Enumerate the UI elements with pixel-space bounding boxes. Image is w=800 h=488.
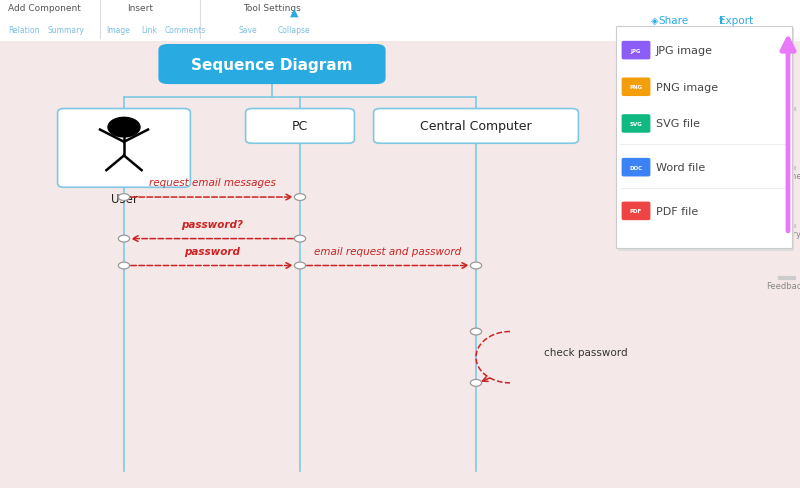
FancyBboxPatch shape — [622, 159, 650, 177]
Text: Save: Save — [238, 26, 258, 35]
Text: Tool Settings: Tool Settings — [243, 4, 301, 13]
Circle shape — [294, 236, 306, 243]
FancyBboxPatch shape — [616, 27, 792, 249]
Text: PDF file: PDF file — [656, 206, 698, 217]
Circle shape — [294, 194, 306, 201]
Text: check password: check password — [544, 347, 628, 358]
Text: Link: Link — [142, 26, 158, 35]
Circle shape — [118, 194, 130, 201]
Circle shape — [294, 263, 306, 269]
Circle shape — [108, 118, 140, 138]
Text: Add Component: Add Component — [7, 4, 81, 13]
FancyBboxPatch shape — [374, 109, 578, 144]
FancyBboxPatch shape — [622, 41, 650, 60]
Text: email request and password: email request and password — [314, 246, 462, 256]
Circle shape — [118, 236, 130, 243]
Text: PDF: PDF — [630, 209, 642, 214]
Circle shape — [470, 263, 482, 269]
Text: JPG image: JPG image — [656, 46, 713, 56]
FancyBboxPatch shape — [618, 29, 794, 251]
FancyBboxPatch shape — [622, 78, 650, 97]
Text: Word file: Word file — [656, 163, 706, 173]
Text: SVG: SVG — [630, 122, 642, 127]
Text: PNG: PNG — [630, 85, 642, 90]
Text: Image: Image — [106, 26, 130, 35]
FancyBboxPatch shape — [158, 45, 386, 85]
Text: PC: PC — [292, 120, 308, 133]
FancyBboxPatch shape — [58, 109, 190, 188]
Text: DOC: DOC — [630, 165, 642, 170]
FancyBboxPatch shape — [246, 109, 354, 144]
Text: ▲: ▲ — [290, 7, 298, 17]
Text: Comments: Comments — [165, 26, 206, 35]
Text: Summary: Summary — [47, 26, 84, 35]
Text: ◈: ◈ — [650, 16, 658, 25]
Text: password: password — [184, 246, 240, 256]
Text: Export: Export — [719, 16, 753, 25]
Text: User: User — [110, 193, 138, 206]
Text: password?: password? — [181, 220, 243, 229]
Text: request email messages: request email messages — [149, 178, 275, 188]
Text: Relation: Relation — [8, 26, 40, 35]
Text: History: History — [771, 230, 800, 239]
FancyBboxPatch shape — [622, 115, 650, 133]
Text: Sequence Diagram: Sequence Diagram — [191, 58, 353, 72]
Text: PNG image: PNG image — [656, 82, 718, 93]
Text: Outline: Outline — [771, 171, 800, 180]
FancyBboxPatch shape — [622, 202, 650, 221]
Text: Collapse: Collapse — [278, 26, 310, 35]
Circle shape — [118, 263, 130, 269]
Text: Insert: Insert — [127, 4, 153, 13]
Text: Feedback: Feedback — [766, 281, 800, 290]
Text: Share: Share — [658, 16, 689, 25]
Text: SVG file: SVG file — [656, 119, 700, 129]
Circle shape — [470, 328, 482, 335]
Text: ⬆: ⬆ — [716, 16, 724, 25]
Text: Central Computer: Central Computer — [420, 120, 532, 133]
Circle shape — [470, 380, 482, 386]
Text: JPG: JPG — [630, 48, 642, 54]
FancyBboxPatch shape — [0, 0, 800, 41]
Text: Icon: Icon — [778, 113, 795, 122]
